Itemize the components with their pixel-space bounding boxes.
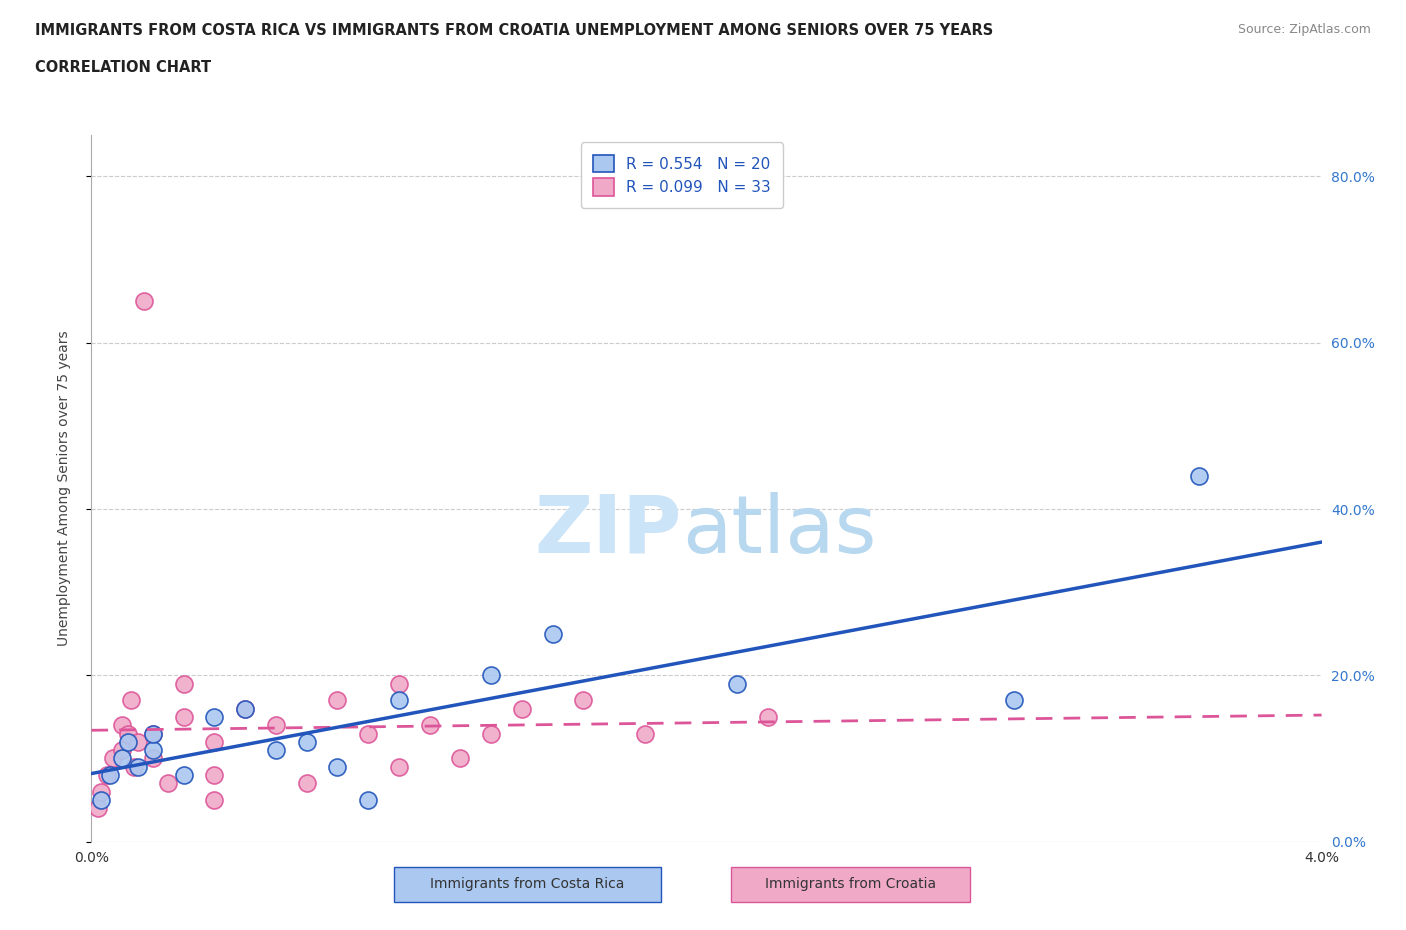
Point — [479, 726, 502, 741]
Point — [388, 760, 411, 775]
Point — [142, 726, 165, 741]
Point — [142, 743, 165, 758]
Text: CORRELATION CHART: CORRELATION CHART — [35, 60, 211, 75]
Text: Immigrants from Costa Rica: Immigrants from Costa Rica — [430, 877, 624, 891]
Point — [111, 718, 134, 733]
Point — [388, 676, 411, 691]
Point — [326, 760, 349, 775]
Point — [173, 676, 195, 691]
Point — [86, 801, 108, 816]
Point — [295, 776, 318, 790]
Text: atlas: atlas — [682, 492, 876, 570]
Point — [264, 743, 287, 758]
Point — [101, 751, 124, 766]
Point — [173, 710, 195, 724]
Point — [326, 693, 349, 708]
Point — [202, 710, 225, 724]
Point — [90, 784, 112, 799]
Point — [202, 792, 225, 807]
Point — [1187, 469, 1209, 484]
Point — [96, 767, 118, 782]
Point — [1002, 693, 1025, 708]
Point — [233, 701, 256, 716]
Point — [173, 767, 195, 782]
Point — [202, 767, 225, 782]
Point — [90, 792, 112, 807]
Point — [388, 693, 411, 708]
Point — [157, 776, 180, 790]
Point — [127, 760, 149, 775]
Point — [264, 718, 287, 733]
Point — [132, 294, 155, 309]
Point — [572, 693, 595, 708]
Point — [98, 767, 121, 782]
Point — [111, 751, 134, 766]
Point — [725, 676, 748, 691]
Point — [634, 726, 657, 741]
Point — [111, 743, 134, 758]
Y-axis label: Unemployment Among Seniors over 75 years: Unemployment Among Seniors over 75 years — [56, 330, 70, 646]
Point — [295, 735, 318, 750]
Legend: R = 0.554   N = 20, R = 0.099   N = 33: R = 0.554 N = 20, R = 0.099 N = 33 — [581, 142, 783, 208]
Text: IMMIGRANTS FROM COSTA RICA VS IMMIGRANTS FROM CROATIA UNEMPLOYMENT AMONG SENIORS: IMMIGRANTS FROM COSTA RICA VS IMMIGRANTS… — [35, 23, 994, 38]
Point — [202, 735, 225, 750]
Point — [541, 626, 564, 641]
Point — [120, 693, 142, 708]
Point — [357, 726, 380, 741]
Text: Source: ZipAtlas.com: Source: ZipAtlas.com — [1237, 23, 1371, 36]
Point — [357, 792, 380, 807]
Point — [142, 726, 165, 741]
Point — [510, 701, 533, 716]
Text: ZIP: ZIP — [534, 492, 682, 570]
Text: Immigrants from Croatia: Immigrants from Croatia — [765, 877, 936, 891]
Point — [127, 735, 149, 750]
Point — [117, 735, 139, 750]
Point — [142, 751, 165, 766]
Point — [233, 701, 256, 716]
Point — [117, 726, 139, 741]
Point — [449, 751, 471, 766]
Point — [479, 668, 502, 683]
Bar — [731, 867, 970, 902]
Point — [124, 760, 146, 775]
Bar — [394, 867, 661, 902]
Point — [756, 710, 779, 724]
Point — [419, 718, 441, 733]
